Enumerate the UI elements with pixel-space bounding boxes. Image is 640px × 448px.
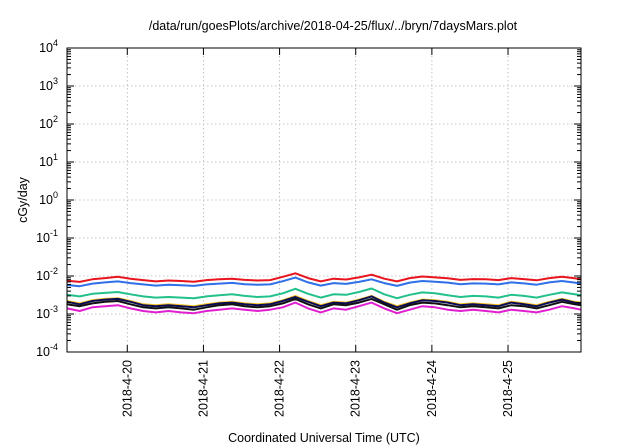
x-tick-label: 2018-4-21 <box>196 360 210 417</box>
x-tick-label: 2018-4-22 <box>273 360 287 417</box>
y-tick-label: 10-1 <box>36 228 58 245</box>
x-tick-label: 2018-4-20 <box>120 360 134 417</box>
y-tick-label: 10-2 <box>36 266 58 283</box>
y-axis-tick-labels: 10-4 10-3 10-2 10-1 100 101 102 103 104 <box>36 38 58 359</box>
series-line-2 <box>66 276 582 288</box>
y-tick-label: 10-3 <box>36 304 58 321</box>
series-line-1 <box>66 272 582 283</box>
x-axis-tick-labels: 2018-4-20 2018-4-21 2018-4-22 2018-4-23 2018… <box>120 360 515 417</box>
axis-ticks <box>67 47 581 353</box>
x-tick-label: 2018-4-25 <box>501 360 515 417</box>
series-line-7 <box>66 301 582 315</box>
x-tick-label: 2018-4-24 <box>425 360 439 417</box>
x-tick-label: 2018-4-23 <box>349 360 363 417</box>
y-axis-label: cGy/day <box>16 176 30 223</box>
series-line-6 <box>66 297 582 311</box>
y-tick-label: 101 <box>39 152 58 169</box>
series-line-5 <box>66 295 582 309</box>
y-tick-label: 10-4 <box>36 342 58 359</box>
series-group <box>66 272 582 315</box>
y-tick-label: 103 <box>39 76 58 93</box>
y-tick-label: 100 <box>39 190 58 207</box>
y-tick-label: 104 <box>39 38 58 55</box>
series-line-3 <box>66 287 582 300</box>
x-axis-label: Coordinated Universal Time (UTC) <box>228 431 420 445</box>
y-tick-label: 102 <box>39 114 58 131</box>
chart-title: /data/run/goesPlots/archive/2018-04-25/f… <box>149 19 518 33</box>
